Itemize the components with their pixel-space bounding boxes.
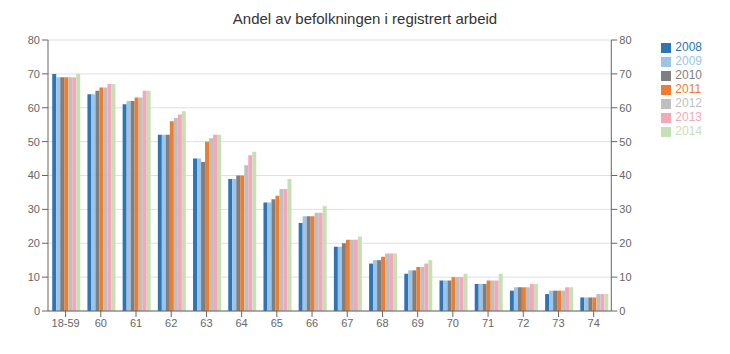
html-text:Andel av befolkningen i regist: Andel av befolkningen i registrert arbei… (232, 10, 498, 27)
svg-text:30: 30 (28, 203, 40, 215)
svg-text:72: 72 (517, 317, 529, 329)
svg-text:60: 60 (28, 102, 40, 114)
svg-text:70: 70 (28, 68, 40, 80)
svg-text:80: 80 (28, 34, 40, 46)
svg-text:0: 0 (34, 305, 40, 317)
svg-text:80: 80 (619, 34, 631, 46)
svg-text:60: 60 (619, 102, 631, 114)
svg-text:20: 20 (28, 237, 40, 249)
svg-text:50: 50 (28, 136, 40, 148)
svg-text:66: 66 (306, 317, 318, 329)
html-text:2013: 2013 (675, 110, 702, 124)
svg-text:70: 70 (447, 317, 459, 329)
svg-text:0: 0 (619, 305, 625, 317)
svg-text:63: 63 (200, 317, 212, 329)
svg-text:10: 10 (619, 271, 631, 283)
svg-text:20: 20 (619, 237, 631, 249)
svg-text:65: 65 (271, 317, 283, 329)
html-text:2008: 2008 (675, 40, 702, 54)
svg-text:73: 73 (552, 317, 564, 329)
svg-text:67: 67 (341, 317, 353, 329)
html-text:2009: 2009 (675, 54, 702, 68)
svg-text:60: 60 (95, 317, 107, 329)
svg-text:40: 40 (619, 169, 631, 181)
svg-text:64: 64 (236, 317, 248, 329)
svg-text:40: 40 (28, 169, 40, 181)
svg-text:50: 50 (619, 136, 631, 148)
html-text:2010: 2010 (675, 68, 702, 82)
svg-text:30: 30 (619, 203, 631, 215)
svg-text:69: 69 (412, 317, 424, 329)
svg-text:61: 61 (130, 317, 142, 329)
html-text:2011: 2011 (675, 82, 702, 96)
svg-text:71: 71 (482, 317, 494, 329)
html-text:2014: 2014 (675, 124, 702, 138)
svg-text:18-59: 18-59 (52, 317, 80, 329)
html-text:2012: 2012 (675, 96, 702, 110)
svg-text:68: 68 (376, 317, 388, 329)
svg-text:62: 62 (165, 317, 177, 329)
svg-text:74: 74 (588, 317, 600, 329)
svg-text:10: 10 (28, 271, 40, 283)
svg-text:70: 70 (619, 68, 631, 80)
